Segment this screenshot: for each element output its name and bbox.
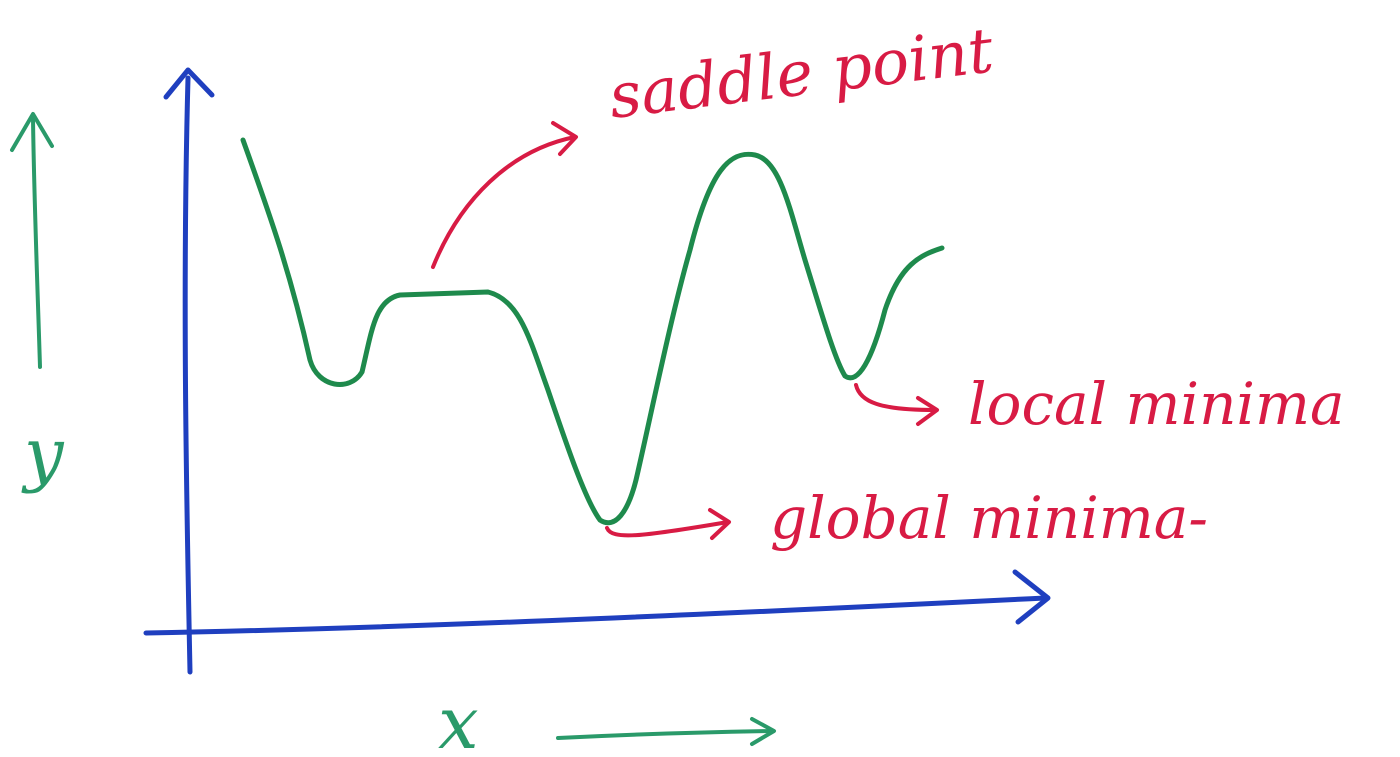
local-minima-annotation: local minima [854,370,1345,438]
local-minima-arrow [854,383,937,412]
x-direction-arrowhead [750,717,776,746]
y-axis-label: y [21,413,65,495]
vertical-axis-arrowhead [163,67,215,100]
coordinate-axes [143,67,1051,675]
loss-curve [240,137,945,526]
x-axis-label: x [438,681,479,757]
y-axis-label-group: y [10,112,65,495]
vertical-axis-line [182,75,193,675]
horizontal-axis-arrowhead [1012,569,1051,625]
global-minima-label: global minima- [770,484,1208,552]
x-direction-arrow [556,729,774,740]
saddle-point-label: saddle point [605,13,997,133]
horizontal-axis-line [143,595,1048,636]
y-direction-arrow [31,116,42,369]
global-minima-arrowhead [708,508,731,540]
x-axis-label-group: x [438,681,776,757]
saddle-point-annotation: saddle point [431,13,997,269]
local-minima-label: local minima [968,370,1345,438]
local-minima-arrowhead [916,396,939,426]
global-minima-annotation: global minima- [605,484,1208,552]
y-direction-arrowhead [10,112,54,152]
saddle-point-arrow [431,135,577,269]
global-minima-arrow [605,520,730,538]
saddle-point-arrowhead [551,121,578,156]
